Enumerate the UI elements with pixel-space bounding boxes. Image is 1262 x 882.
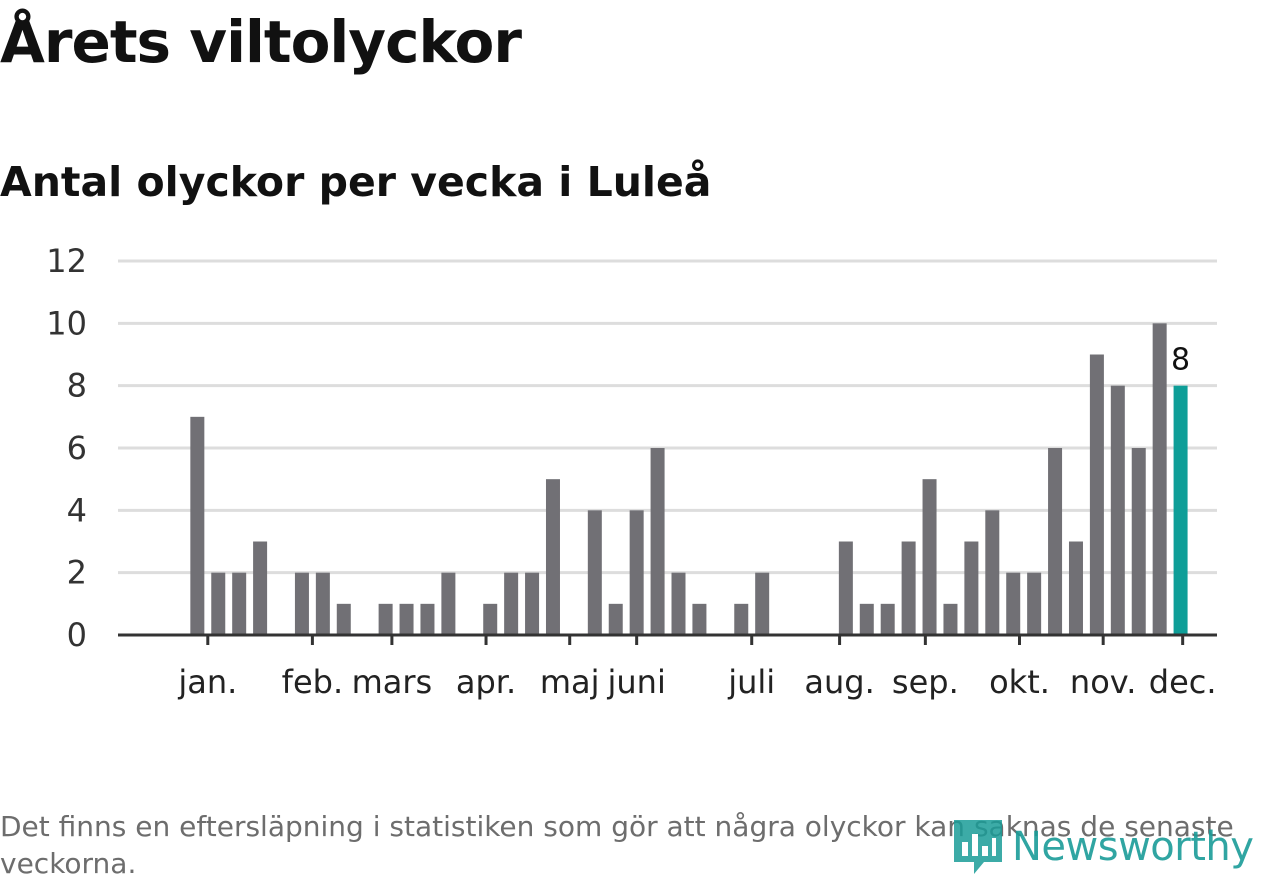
bar (504, 572, 519, 635)
bar (901, 541, 916, 635)
bar (420, 603, 435, 635)
bar (336, 603, 351, 635)
y-tick-label: 10 (46, 304, 87, 342)
x-tick-label: juni (606, 663, 665, 701)
bar (378, 603, 393, 635)
x-tick-label: jan. (177, 663, 237, 701)
bar (985, 510, 1000, 635)
bar (1027, 572, 1042, 635)
bar (253, 541, 268, 635)
bar (190, 416, 205, 635)
y-tick-label: 8 (67, 367, 87, 405)
bar (629, 510, 644, 635)
bar (294, 572, 309, 635)
newsworthy-logo: Newsworthy (952, 818, 1254, 876)
bar (1152, 323, 1167, 635)
y-tick-label: 0 (67, 616, 87, 654)
bar (734, 603, 749, 635)
bar (1068, 541, 1083, 635)
y-tick-label: 12 (46, 242, 87, 280)
bar (315, 572, 330, 635)
last-value-label: 8 (1171, 343, 1190, 378)
x-tick-label: sep. (892, 663, 959, 701)
bar (692, 603, 707, 635)
bar (441, 572, 456, 635)
bar (1006, 572, 1021, 635)
bar (525, 572, 540, 635)
bar (483, 603, 498, 635)
x-tick-label: okt. (989, 663, 1050, 701)
bar (922, 479, 937, 635)
bar (859, 603, 874, 635)
bar-current-week (1173, 385, 1188, 635)
bar (1131, 448, 1146, 635)
bar (545, 479, 560, 635)
newsworthy-logo-text: Newsworthy (1012, 824, 1254, 870)
data-labels: 8 (1171, 343, 1190, 378)
x-tick-label: aug. (804, 663, 874, 701)
bar (755, 572, 770, 635)
bar (587, 510, 602, 635)
newsworthy-logo-icon (954, 820, 1002, 874)
x-tick-label: nov. (1070, 663, 1136, 701)
bar (608, 603, 623, 635)
bar (232, 572, 247, 635)
bar (671, 572, 686, 635)
bar (211, 572, 226, 635)
x-axis: jan. feb. mars apr. maj juni juli aug. sep. okt. n… (118, 633, 1217, 701)
x-tick-label: dec. (1149, 663, 1217, 701)
bar (1048, 448, 1063, 635)
footnote: Det finns en eftersläpning i statistiken… (0, 810, 1234, 880)
bar (1089, 354, 1104, 635)
chart-subtitle: Antal olyckor per vecka i Luleå (0, 158, 712, 206)
x-tick-label: feb. (282, 663, 343, 701)
bar (838, 541, 853, 635)
x-tick-label: maj (540, 663, 600, 701)
y-tick-label: 4 (67, 491, 87, 529)
y-tick-label: 2 (67, 554, 87, 592)
bar (650, 448, 665, 635)
y-axis-ticks: 0 2 4 6 8 10 12 (46, 242, 87, 654)
bar (1110, 385, 1125, 635)
bar (943, 603, 958, 635)
x-tick-label: apr. (456, 663, 516, 701)
bar (964, 541, 979, 635)
bar (880, 603, 895, 635)
bars (190, 323, 1188, 635)
x-tick-label: mars (352, 663, 433, 701)
chart-title: Årets viltolyckor (0, 8, 522, 76)
x-tick-label: juli (727, 663, 775, 701)
y-tick-label: 6 (67, 429, 87, 467)
bar (399, 603, 414, 635)
